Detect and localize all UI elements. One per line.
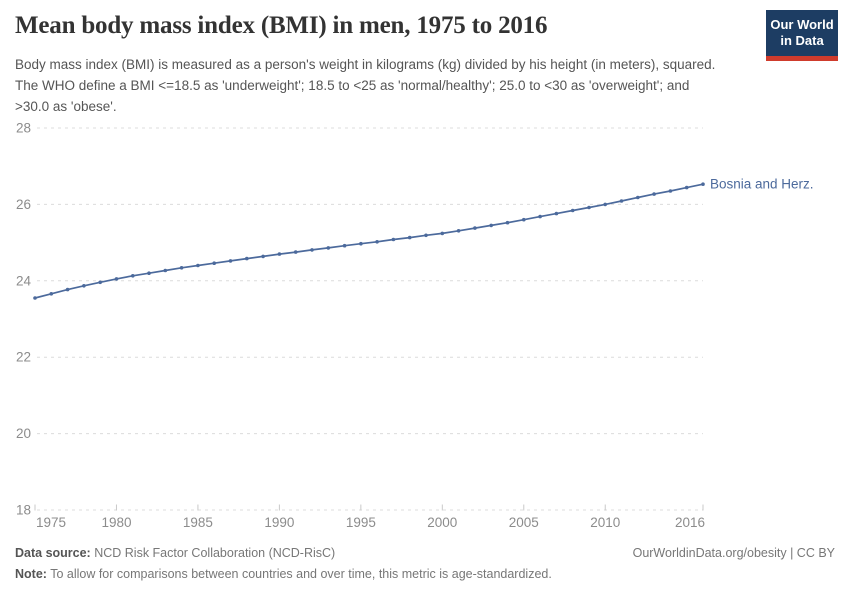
data-point-2003[interactable] [489,223,494,228]
x-tick-label-2000: 2000 [427,515,457,530]
y-tick-label-22: 22 [16,350,31,365]
data-point-1983[interactable] [163,268,168,273]
data-point-1995[interactable] [359,241,363,246]
chart-svg[interactable]: 18 20 22 24 26 28 1975 1980 1985 1990 1995 2000 2005… [0,110,850,540]
y-tick-label-28: 28 [16,121,31,136]
data-point-2000[interactable] [440,231,445,236]
data-point-1991[interactable] [293,250,298,254]
data-point-2009[interactable] [587,205,591,210]
data-point-1979[interactable] [98,280,102,285]
data-point-2015[interactable] [684,185,689,190]
data-point-2014[interactable] [668,189,673,193]
gridlines: 18 20 22 24 26 28 [16,121,703,518]
data-point-2006[interactable] [538,214,542,219]
y-tick-label-24: 24 [16,273,32,288]
data-point-2011[interactable] [619,199,624,203]
data-point-1987[interactable] [228,259,233,263]
data-point-1988[interactable] [245,256,249,261]
data-point-1984[interactable] [179,266,184,270]
x-tick-label-1980: 1980 [101,515,131,530]
note-label: Note: [15,567,47,581]
footer-link[interactable]: OurWorldinData.org/obesity | CC BY [632,546,835,560]
x-tick-label-1985: 1985 [183,515,213,530]
y-tick-label-18: 18 [16,503,31,518]
data-point-1978[interactable] [82,284,86,288]
data-point-2016[interactable] [701,182,705,186]
entity-label[interactable]: Bosnia and Herz. [710,177,814,192]
x-tick-label-1990: 1990 [264,515,294,530]
data-point-1976[interactable] [49,292,54,296]
x-tick-label-1995: 1995 [346,515,376,530]
page-title: Mean body mass index (BMI) in men, 1975 … [15,12,548,39]
chart-area: 18 20 22 24 26 28 1975 1980 1985 1990 1995 2000 2005… [0,110,850,545]
owid-logo-line1: Our World [770,17,834,32]
data-point-1975[interactable] [33,296,37,300]
x-tick-label-2010: 2010 [590,515,620,530]
data-point-2001[interactable] [456,229,461,233]
owid-logo: Our World in Data [766,10,838,61]
data-point-1993[interactable] [326,246,331,250]
x-tick-label-2005: 2005 [509,515,539,530]
data-point-1997[interactable] [391,237,396,242]
data-source-label: Data source: [15,546,91,560]
data-point-2012[interactable] [636,195,640,200]
data-point-2002[interactable] [473,226,477,230]
data-point-2007[interactable] [554,211,559,216]
data-point-1990[interactable] [277,252,282,256]
series-Bosnia and Herz.[interactable]: Bosnia and Herz. [33,177,814,300]
data-point-2004[interactable] [505,220,510,225]
chart-subtitle: Body mass index (BMI) is measured as a p… [15,57,716,114]
footer-data-source: Data source: NCD Risk Factor Collaborati… [15,546,335,560]
note-text: To allow for comparisons between countri… [46,567,552,581]
data-point-2008[interactable] [570,208,575,213]
data-point-1999[interactable] [424,233,428,238]
footer-note: Note: To allow for comparisons between c… [15,567,552,581]
x-axis: 1975 1980 1985 1990 1995 2000 2005 2010 2016 [34,504,705,530]
data-point-1977[interactable] [65,287,70,292]
data-point-1980[interactable] [114,277,119,281]
x-tick-label-2016: 2016 [675,515,705,530]
data-point-2010[interactable] [603,202,607,207]
x-tick-label-1975: 1975 [36,515,66,530]
owid-logo-line2: in Data [780,33,824,49]
y-tick-label-20: 20 [16,426,31,441]
data-point-1981[interactable] [131,274,135,278]
series-line[interactable] [34,183,704,299]
data-point-1996[interactable] [375,240,379,244]
data-point-2013[interactable] [652,192,656,196]
data-point-1982[interactable] [147,271,151,275]
data-point-1985[interactable] [196,263,200,268]
data-source-text: NCD Risk Factor Collaboration (NCD-RisC) [90,546,336,560]
data-point-1994[interactable] [342,243,347,248]
y-tick-label-26: 26 [16,197,31,212]
data-point-1992[interactable] [310,248,314,252]
data-point-2005[interactable] [522,217,526,222]
data-point-1986[interactable] [212,261,216,265]
data-point-1998[interactable] [407,235,412,240]
data-point-1989[interactable] [261,254,265,259]
